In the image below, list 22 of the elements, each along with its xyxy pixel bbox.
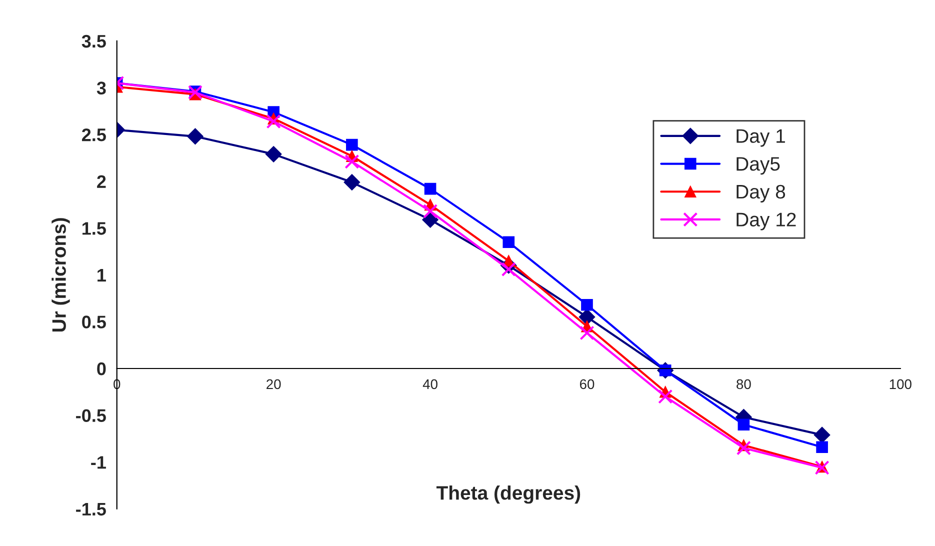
y-tick-label: -1.5 [76,502,106,516]
legend-label: Day 12 [736,212,796,230]
x-tick-label: 60 [580,379,594,390]
y-tick-label: 2 [97,175,106,188]
y-tick-label: 2.5 [82,128,106,142]
y-tick-label: 0.5 [82,316,106,328]
x-tick-label: 80 [736,379,751,390]
x-axis-title: Theta (degrees) [436,485,580,504]
y-tick-label: 0 [97,362,106,376]
y-tick-label: -0.5 [76,409,106,422]
x-tick-label: 40 [422,379,438,390]
y-tick-label: -1 [91,456,106,469]
legend-label: Day 1 [736,129,785,147]
y-tick-label: 1 [98,269,106,282]
y-tick-label: 3.5 [82,34,106,48]
y-tick-label: 1.5 [82,222,106,235]
x-tick-label: 100 [890,379,912,390]
legend-label: Day 8 [736,184,786,202]
legend-label: Day5 [736,157,780,175]
x-tick-label: 20 [266,379,281,390]
y-axis-title: Ur (microns) [52,218,70,332]
y-tick-label: 3 [96,82,106,94]
